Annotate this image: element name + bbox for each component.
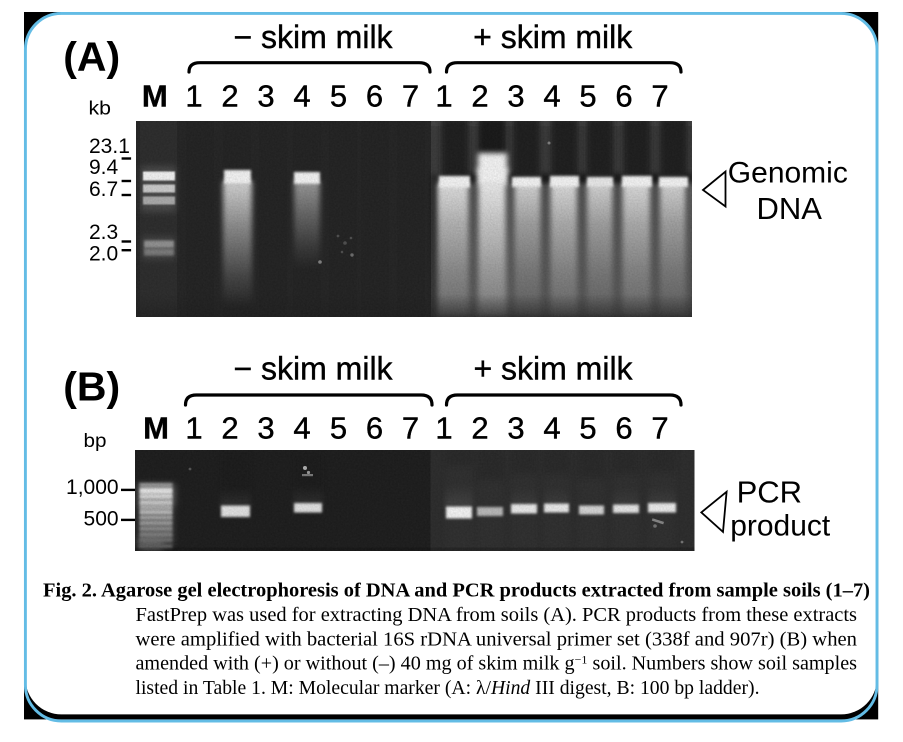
- svg-text:(B): (B): [63, 364, 120, 410]
- svg-text:5: 5: [330, 411, 347, 446]
- svg-text:2.3: 2.3: [89, 221, 118, 244]
- svg-text:2: 2: [471, 411, 488, 446]
- svg-text:4: 4: [543, 411, 560, 446]
- svg-text:4: 4: [293, 411, 310, 446]
- svg-text:23.1: 23.1: [89, 135, 130, 158]
- svg-text:(A): (A): [63, 33, 120, 79]
- svg-text:1: 1: [185, 79, 202, 114]
- svg-text:Genomic: Genomic: [728, 157, 848, 190]
- svg-text:6: 6: [615, 79, 632, 114]
- svg-text:3: 3: [257, 79, 274, 114]
- svg-text:kb: kb: [89, 98, 112, 120]
- svg-text:6.7: 6.7: [89, 178, 118, 201]
- svg-text:M: M: [143, 411, 169, 446]
- svg-text:PCR: PCR: [737, 475, 802, 510]
- svg-text:were amplified with bacterial: were amplified with bacterial 16S rDNA u…: [136, 628, 858, 650]
- svg-text:1,000: 1,000: [66, 476, 119, 499]
- svg-text:3: 3: [507, 411, 524, 446]
- svg-text:+ skim milk: + skim milk: [473, 350, 633, 386]
- svg-text:4: 4: [293, 79, 310, 114]
- svg-text:2: 2: [221, 411, 238, 446]
- svg-text:M: M: [142, 79, 168, 114]
- svg-text:listed in Table 1. M: Molecul: listed in Table 1. M: Molecular marker (…: [136, 677, 760, 699]
- svg-text:2.0: 2.0: [89, 243, 118, 266]
- svg-text:DNA: DNA: [757, 191, 823, 226]
- svg-text:500: 500: [84, 507, 119, 530]
- svg-text:− skim milk: − skim milk: [233, 350, 393, 386]
- svg-text:− skim milk: − skim milk: [233, 19, 393, 55]
- svg-text:5: 5: [579, 411, 596, 446]
- svg-text:+ skim milk: + skim milk: [473, 19, 633, 55]
- svg-text:FastPrep was used for extracti: FastPrep was used for extracting DNA fro…: [136, 604, 858, 626]
- svg-text:6: 6: [366, 411, 383, 446]
- svg-text:7: 7: [651, 79, 668, 114]
- svg-text:3: 3: [507, 79, 524, 114]
- svg-text:3: 3: [257, 411, 274, 446]
- svg-text:1: 1: [435, 411, 452, 446]
- svg-text:6: 6: [615, 411, 632, 446]
- svg-text:4: 4: [543, 79, 560, 114]
- svg-text:1: 1: [435, 79, 452, 114]
- svg-text:6: 6: [366, 79, 383, 114]
- svg-text:bp: bp: [84, 430, 107, 452]
- svg-text:amended with (+) or without (–: amended with (+) or without (–) 40 mg of…: [136, 653, 858, 675]
- svg-text:5: 5: [579, 79, 596, 114]
- svg-text:7: 7: [402, 411, 419, 446]
- svg-text:7: 7: [402, 79, 419, 114]
- svg-text:9.4: 9.4: [89, 156, 119, 179]
- svg-text:7: 7: [651, 411, 668, 446]
- svg-text:1: 1: [185, 411, 202, 446]
- svg-text:product: product: [730, 509, 831, 542]
- svg-text:2: 2: [471, 79, 488, 114]
- svg-text:Fig. 2. Agarose gel electroph: Fig. 2. Agarose gel electrophoresis of D…: [43, 580, 870, 602]
- svg-text:5: 5: [330, 79, 347, 114]
- svg-text:2: 2: [221, 79, 238, 114]
